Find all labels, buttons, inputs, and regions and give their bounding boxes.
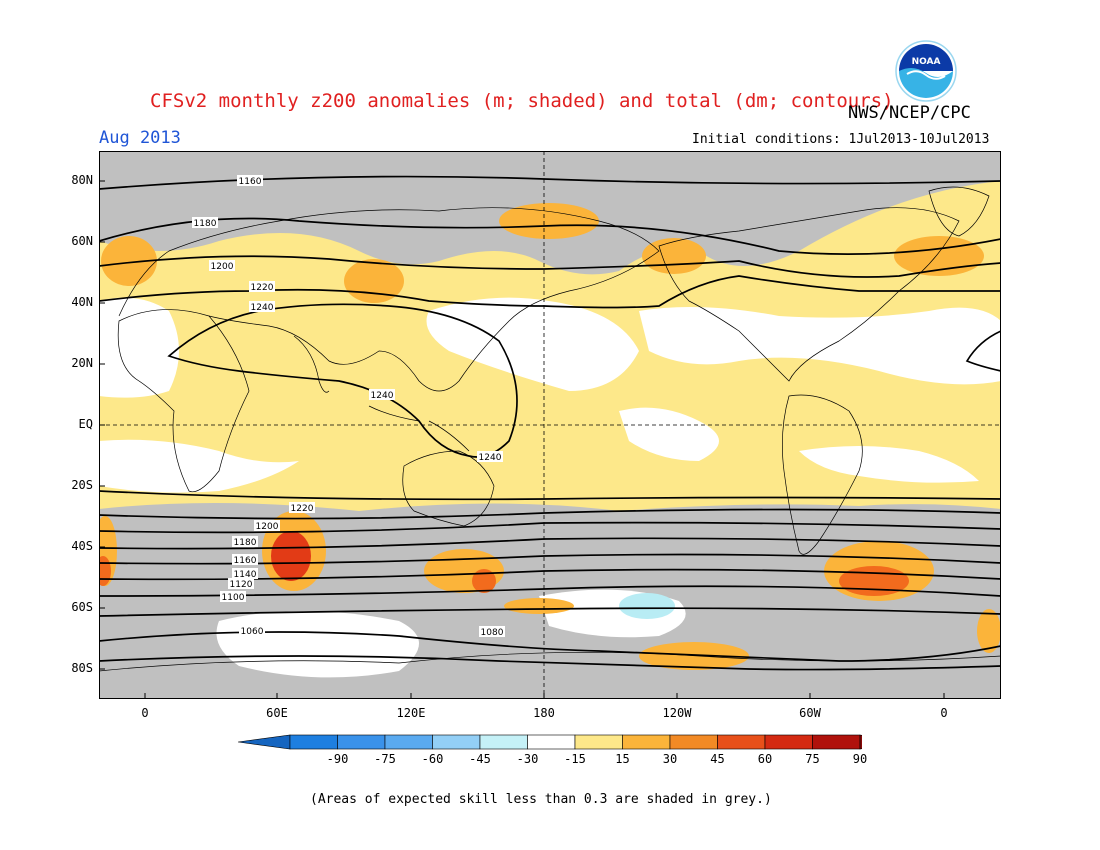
lat-label: EQ: [78, 417, 93, 431]
contour-labels: 1160 1180 1200 1220 1240 1240 1240 1220 …: [192, 175, 505, 638]
noaa-logo: NOAA: [895, 40, 957, 102]
contour-label-text: 1240: [479, 453, 502, 463]
lat-label: 60N: [71, 234, 93, 248]
contour-label: 1180: [232, 536, 258, 548]
legend-swatch: [527, 734, 576, 750]
agency-label: NWS/NCEP/CPC: [848, 103, 971, 123]
contour-label-text: 1140: [234, 570, 257, 580]
contour-label: 1160: [232, 554, 258, 566]
lat-label: 20S: [71, 478, 93, 492]
axis-ticks: [99, 180, 945, 699]
lat-label: 80S: [71, 661, 93, 675]
color-legend: [238, 734, 862, 750]
lon-label: 120E: [396, 706, 426, 720]
contour-label: 1200: [209, 260, 235, 272]
legend-label: 60: [757, 752, 773, 766]
contour-label: 1240: [249, 301, 275, 313]
legend-label: -45: [469, 752, 491, 766]
contour-label: 1080: [479, 626, 505, 638]
legend-label: 90: [852, 752, 868, 766]
contour-label: 1220: [289, 502, 315, 514]
contour-label-text: 1120: [230, 580, 253, 590]
legend-label: 45: [710, 752, 725, 766]
initial-conditions: Initial conditions: 1Jul2013-10Jul2013: [692, 132, 990, 147]
contour-label-text: 1100: [222, 593, 245, 603]
contour-label-text: 1160: [234, 556, 257, 566]
legend-label: 15: [615, 752, 630, 766]
contour-label-text: 1080: [481, 628, 504, 638]
legend-label: 30: [662, 752, 678, 766]
legend-swatch: [479, 734, 528, 750]
contour-label: 1100: [220, 591, 246, 603]
contour-label: 1220: [249, 281, 275, 293]
lat-label: 20N: [71, 356, 93, 370]
contour-label-text: 1200: [256, 522, 279, 532]
lat-label: 80N: [71, 173, 93, 187]
legend-swatch: [337, 734, 386, 750]
near-zero-zones: [99, 297, 1001, 678]
legend-arrow-high: [859, 734, 862, 750]
forecast-month: Aug 2013: [99, 128, 181, 148]
legend-swatch: [812, 734, 861, 750]
legend-label: -60: [421, 752, 444, 766]
legend-swatch: [669, 734, 718, 750]
lon-label: 180: [533, 706, 555, 720]
anomaly-map: 1160 1180 1200 1220 1240 1240 1240 1220 …: [99, 151, 1001, 699]
legend-arrow-low: [238, 734, 291, 750]
skill-note: (Areas of expected skill less than 0.3 a…: [310, 792, 772, 807]
contour-label-text: 1060: [241, 627, 264, 637]
lat-label: 60S: [71, 600, 93, 614]
reference-grid: [99, 151, 1001, 699]
contour-label-text: 1220: [251, 283, 274, 293]
legend-label: -75: [374, 752, 396, 766]
contour-label-text: 1240: [371, 391, 394, 401]
contour-label: 1120: [228, 578, 254, 590]
legend-swatch: [622, 734, 671, 750]
legend-swatch: [432, 734, 481, 750]
logo-text: NOAA: [912, 57, 941, 67]
lon-label: 120W: [662, 706, 692, 720]
contour-label-text: 1180: [234, 538, 257, 548]
contour-label-text: 1160: [239, 177, 262, 187]
contour-label: 1180: [192, 217, 218, 229]
legend-swatch: [717, 734, 766, 750]
contour-label-text: 1180: [194, 219, 217, 229]
lon-label: 60E: [266, 706, 288, 720]
contour-label: 1240: [477, 451, 503, 463]
legend-label: 75: [805, 752, 820, 766]
legend-swatch: [289, 734, 338, 750]
lat-label: 40S: [71, 539, 93, 553]
lon-label: 0: [141, 706, 149, 720]
legend-swatch: [574, 734, 623, 750]
legend-label: -30: [516, 752, 539, 766]
contour-label: 1060: [239, 625, 265, 637]
contour-label: 1140: [232, 568, 258, 580]
legend-label: -90: [326, 752, 349, 766]
contour-label: 1240: [369, 389, 395, 401]
lon-label: 60W: [799, 706, 821, 720]
legend-label: -15: [564, 752, 586, 766]
legend-swatch: [764, 734, 813, 750]
contour-label-text: 1200: [211, 262, 234, 272]
lat-label: 40N: [71, 295, 93, 309]
height-contours: [99, 175, 1001, 671]
contour-label-text: 1220: [291, 504, 314, 514]
negative-anomaly: [619, 593, 675, 619]
legend-swatch: [384, 734, 433, 750]
chart-title: CFSv2 monthly z200 anomalies (m; shaded)…: [150, 90, 894, 112]
contour-label-text: 1240: [251, 303, 274, 313]
lon-label: 0: [940, 706, 948, 720]
contour-label: 1160: [237, 175, 263, 187]
contour-label: 1200: [254, 520, 280, 532]
